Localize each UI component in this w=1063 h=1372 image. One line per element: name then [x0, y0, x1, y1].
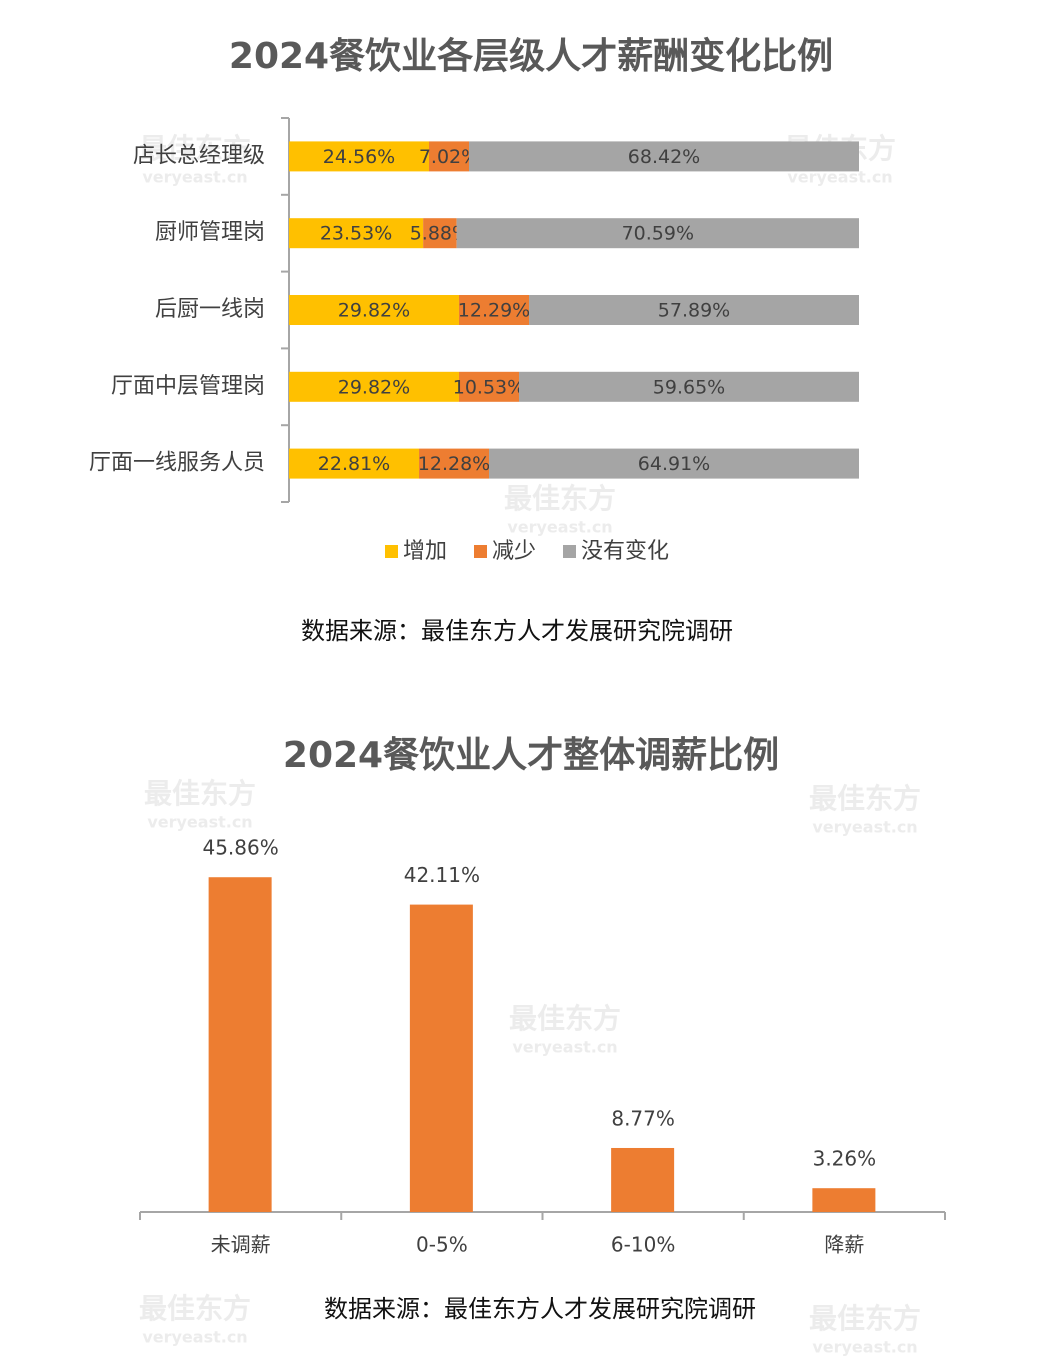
- bar-segment: [458, 371, 519, 402]
- value-label: 24.56%: [323, 146, 395, 168]
- legend-label: 减少: [492, 539, 536, 564]
- x-tick-label: 6-10%: [611, 1233, 675, 1257]
- bar-segment: [289, 371, 459, 402]
- x-tick-label: 0-5%: [416, 1233, 468, 1257]
- y-tick-label: 厨师管理岗: [155, 220, 265, 245]
- bar-segment: [469, 141, 859, 172]
- value-label: 3.26%: [813, 1147, 877, 1171]
- bar-segment: [518, 371, 859, 402]
- bar: [208, 877, 272, 1212]
- y-tick-label: 厅面中层管理岗: [111, 374, 265, 399]
- bar-segment: [458, 295, 530, 325]
- legend-label: 增加: [403, 539, 447, 564]
- bar: [409, 904, 473, 1212]
- bar-segment: [289, 218, 424, 249]
- value-label: 12.29%: [458, 300, 530, 322]
- watermark: 最佳东方: [139, 1292, 251, 1325]
- value-label: 64.91%: [638, 453, 710, 475]
- watermark-url: veryeast.cn: [512, 1038, 617, 1057]
- y-tick-label: 后厨一线岗: [155, 297, 265, 322]
- legend-swatch: [385, 545, 398, 558]
- watermark: 最佳东方: [504, 482, 616, 515]
- bar: [611, 1147, 675, 1212]
- value-label: 22.81%: [318, 453, 390, 475]
- watermark-url: veryeast.cn: [142, 1328, 247, 1347]
- legend-label: 没有变化: [581, 539, 669, 564]
- legend-swatch: [474, 545, 487, 558]
- value-label: 29.82%: [338, 300, 410, 322]
- bar-segment: [456, 218, 859, 249]
- value-label: 10.53%: [453, 376, 525, 398]
- value-label: 5.88%: [410, 223, 470, 245]
- chart-title: 2024餐饮业各层级人才薪酬变化比例: [229, 35, 833, 77]
- watermark: 最佳东方: [139, 132, 251, 165]
- value-label: 59.65%: [653, 376, 725, 398]
- bar-segment: [489, 448, 859, 479]
- legend-swatch: [563, 545, 576, 558]
- watermark: 最佳东方: [509, 1002, 621, 1035]
- bar-segment: [423, 218, 457, 249]
- watermark-url: veryeast.cn: [812, 818, 917, 837]
- bar-segment: [419, 448, 490, 479]
- value-label: 7.02%: [419, 146, 479, 168]
- x-tick-label: 未调薪: [211, 1233, 271, 1257]
- value-label: 23.53%: [320, 223, 392, 245]
- watermark-url: veryeast.cn: [787, 168, 892, 187]
- bar-segment: [289, 448, 420, 479]
- bar-segment: [289, 295, 459, 325]
- y-tick-label: 店长总经理级: [133, 143, 265, 168]
- value-label: 8.77%: [611, 1106, 675, 1130]
- watermark-url: veryeast.cn: [507, 518, 612, 537]
- watermark-url: veryeast.cn: [142, 168, 247, 187]
- watermark-url: veryeast.cn: [147, 813, 252, 832]
- watermark: 最佳东方: [809, 782, 921, 815]
- x-tick-label: 降薪: [824, 1233, 864, 1257]
- value-label: 29.82%: [338, 376, 410, 398]
- value-label: 70.59%: [622, 223, 694, 245]
- source: 数据来源：最佳东方人才发展研究院调研: [324, 1295, 756, 1323]
- value-label: 12.28%: [418, 453, 490, 475]
- value-label: 45.86%: [202, 836, 278, 860]
- bar-segment: [428, 141, 470, 172]
- y-tick-label: 厅面一线服务人员: [89, 451, 265, 476]
- bar-segment: [289, 141, 429, 172]
- watermark-url: veryeast.cn: [812, 1338, 917, 1357]
- source: 数据来源：最佳东方人才发展研究院调研: [301, 617, 733, 645]
- chart-title: 2024餐饮业人才整体调薪比例: [283, 735, 779, 776]
- value-label: 57.89%: [658, 300, 730, 322]
- watermark: 最佳东方: [144, 777, 256, 810]
- value-label: 42.11%: [404, 863, 480, 887]
- bar-segment: [529, 295, 859, 325]
- watermark: 最佳东方: [809, 1302, 921, 1335]
- bar: [812, 1188, 876, 1212]
- value-label: 68.42%: [628, 146, 700, 168]
